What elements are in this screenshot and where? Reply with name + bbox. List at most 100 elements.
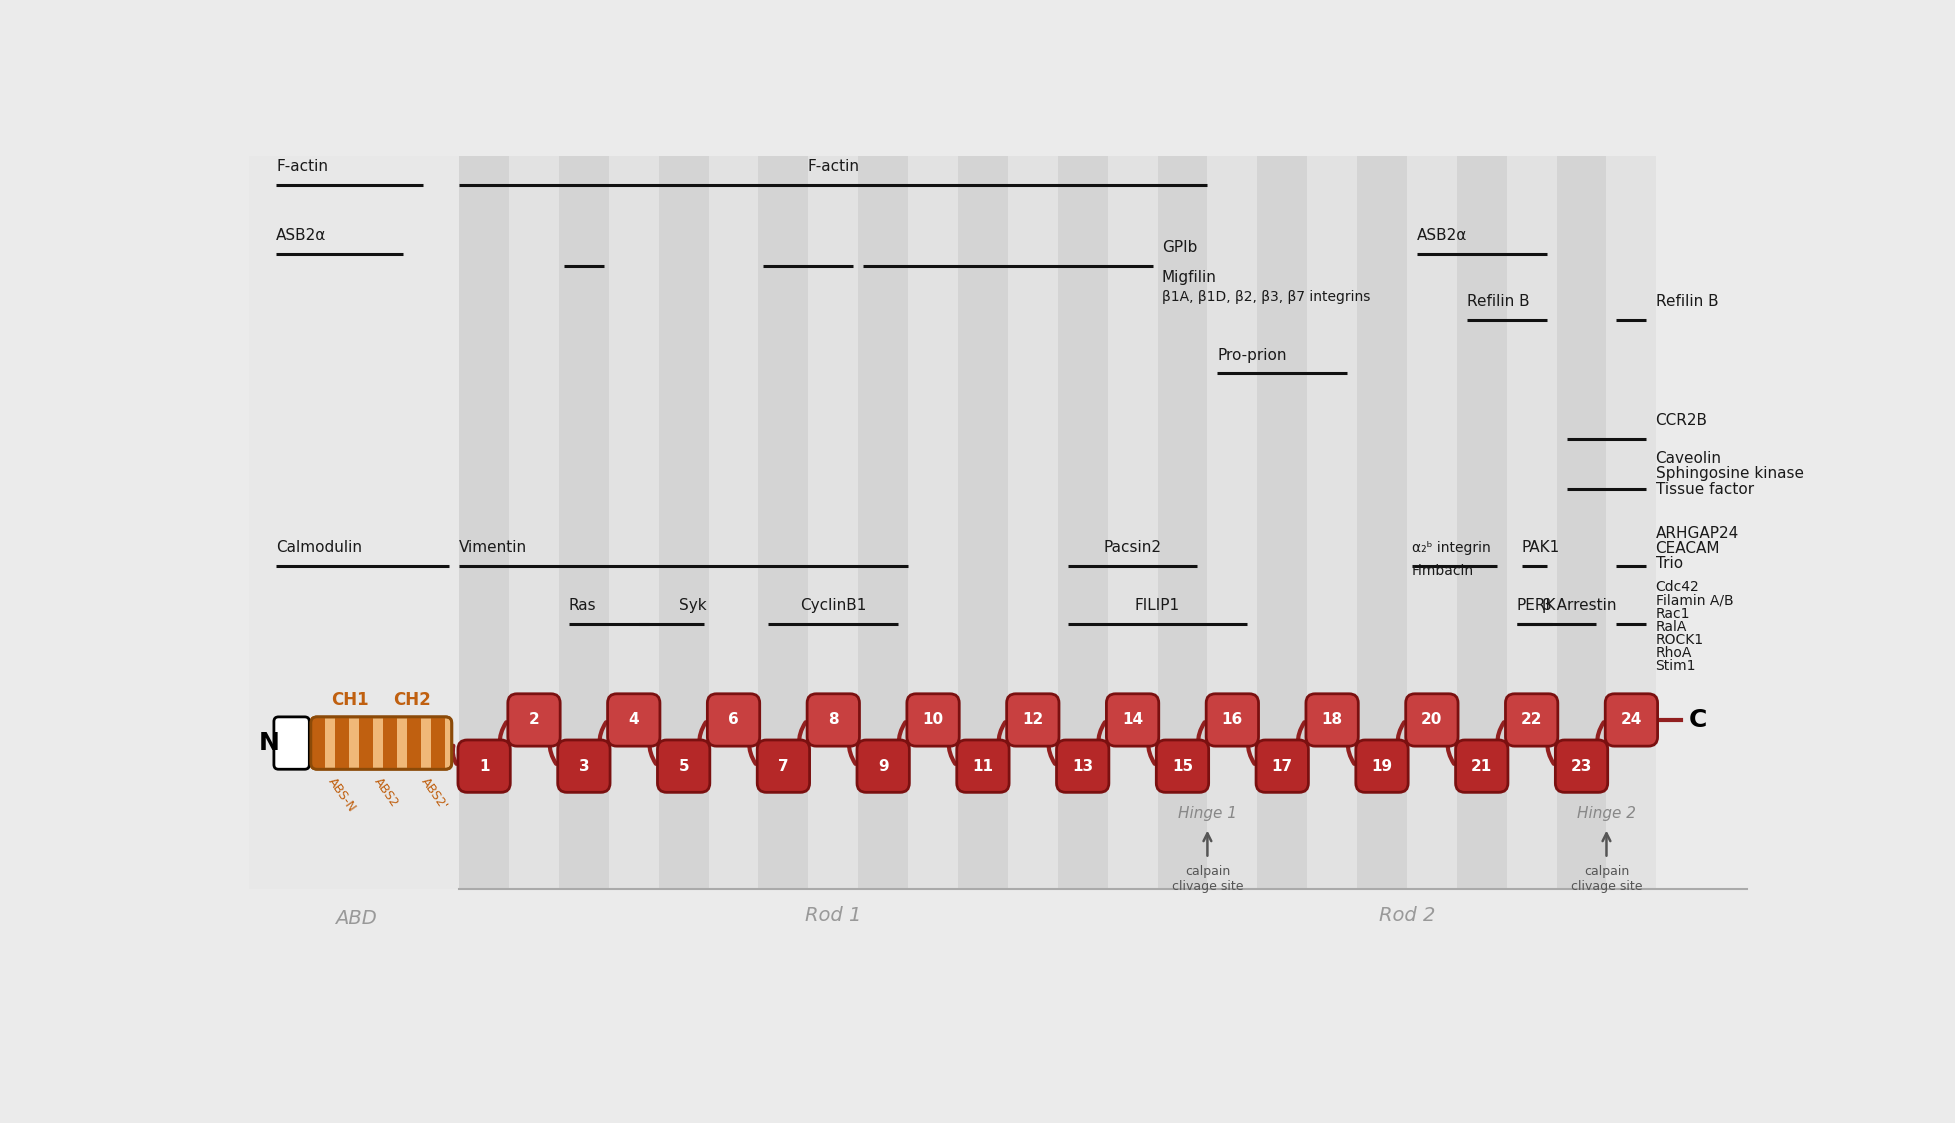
FancyBboxPatch shape [807,694,860,746]
Text: Cdc42: Cdc42 [1656,581,1699,594]
FancyArrowPatch shape [1048,722,1058,764]
Text: 23: 23 [1570,759,1591,774]
Text: F-actin: F-actin [807,159,860,174]
Text: RhoA: RhoA [1656,646,1691,660]
FancyArrowPatch shape [1198,722,1206,764]
FancyArrowPatch shape [1347,722,1357,764]
FancyArrowPatch shape [899,722,907,764]
FancyBboxPatch shape [956,740,1009,793]
Bar [1456,156,1507,889]
Text: 11: 11 [972,759,993,774]
FancyArrowPatch shape [1447,722,1456,764]
FancyArrowPatch shape [1247,722,1257,764]
FancyBboxPatch shape [1406,694,1458,746]
Bar [708,156,759,889]
Text: FILIP1: FILIP1 [1136,597,1181,613]
FancyBboxPatch shape [1505,694,1558,746]
FancyBboxPatch shape [1007,694,1060,746]
Text: Vimentin: Vimentin [459,540,528,555]
Text: Pacsin2: Pacsin2 [1103,540,1161,555]
Text: Stim1: Stim1 [1656,659,1697,673]
Bar [858,156,909,889]
Text: β Arrestin: β Arrestin [1542,597,1617,613]
FancyArrowPatch shape [700,722,708,764]
Bar [407,716,420,769]
Text: 14: 14 [1122,712,1144,728]
FancyBboxPatch shape [1456,740,1507,793]
Bar [311,716,325,769]
Text: 24: 24 [1621,712,1642,728]
FancyBboxPatch shape [608,694,661,746]
Bar [759,156,807,889]
Text: Trio: Trio [1656,556,1683,572]
FancyBboxPatch shape [557,740,610,793]
Bar [807,156,858,889]
FancyArrowPatch shape [1398,722,1406,764]
Text: ARHGAP24: ARHGAP24 [1656,526,1738,540]
Text: 8: 8 [829,712,839,728]
Bar [1058,156,1108,889]
Bar [334,716,348,769]
FancyArrowPatch shape [749,722,759,764]
FancyBboxPatch shape [1556,740,1607,793]
Bar [250,156,463,889]
Text: ABS2: ABS2 [371,775,401,810]
Text: calpain
clivage site: calpain clivage site [1171,865,1243,893]
Bar [559,156,608,889]
Text: Hinge 1: Hinge 1 [1179,806,1238,821]
Text: PERK: PERK [1517,597,1556,613]
Text: 18: 18 [1322,712,1343,728]
FancyArrowPatch shape [549,722,559,764]
Bar [1257,156,1308,889]
FancyBboxPatch shape [1206,694,1259,746]
Bar [360,716,373,769]
Text: GPIb: GPIb [1161,240,1196,255]
Text: 5: 5 [678,759,688,774]
FancyArrowPatch shape [848,722,858,764]
Text: 15: 15 [1171,759,1193,774]
FancyBboxPatch shape [1605,694,1658,746]
Text: 12: 12 [1022,712,1044,728]
Text: calpain
clivage site: calpain clivage site [1570,865,1642,893]
Text: 16: 16 [1222,712,1243,728]
Text: Rod 1: Rod 1 [805,906,862,925]
Text: Syk: Syk [678,597,706,613]
Text: 19: 19 [1372,759,1392,774]
Text: Hinge 2: Hinge 2 [1578,806,1636,821]
FancyBboxPatch shape [907,694,960,746]
Bar [1357,156,1408,889]
Text: Tissue factor: Tissue factor [1656,482,1754,496]
FancyBboxPatch shape [274,716,309,769]
Text: Refilin B: Refilin B [1656,294,1718,309]
Text: Caveolin: Caveolin [1656,450,1722,466]
FancyArrowPatch shape [454,746,456,764]
Text: Ras: Ras [569,597,596,613]
Bar [1308,156,1357,889]
Bar [1157,156,1208,889]
Text: ABD: ABD [336,909,377,928]
Text: CH1: CH1 [332,691,369,710]
Text: Filamin A/B: Filamin A/B [1656,594,1734,608]
FancyArrowPatch shape [999,722,1007,764]
FancyBboxPatch shape [457,740,510,793]
Text: CEACAM: CEACAM [1656,541,1720,556]
Text: 4: 4 [628,712,639,728]
FancyArrowPatch shape [500,722,508,764]
FancyBboxPatch shape [1357,740,1408,793]
Text: 9: 9 [878,759,888,774]
Text: CCR2B: CCR2B [1656,413,1707,428]
Bar [1408,156,1456,889]
Bar [909,156,958,889]
FancyArrowPatch shape [1148,722,1157,764]
Text: 3: 3 [579,759,588,774]
Bar [459,156,508,889]
Bar [608,156,659,889]
FancyBboxPatch shape [1155,740,1208,793]
Bar [958,156,1009,889]
Bar [1556,156,1607,889]
FancyBboxPatch shape [1107,694,1159,746]
FancyBboxPatch shape [1056,740,1108,793]
Bar [1208,156,1257,889]
Text: 22: 22 [1521,712,1542,728]
FancyArrowPatch shape [1099,722,1107,764]
